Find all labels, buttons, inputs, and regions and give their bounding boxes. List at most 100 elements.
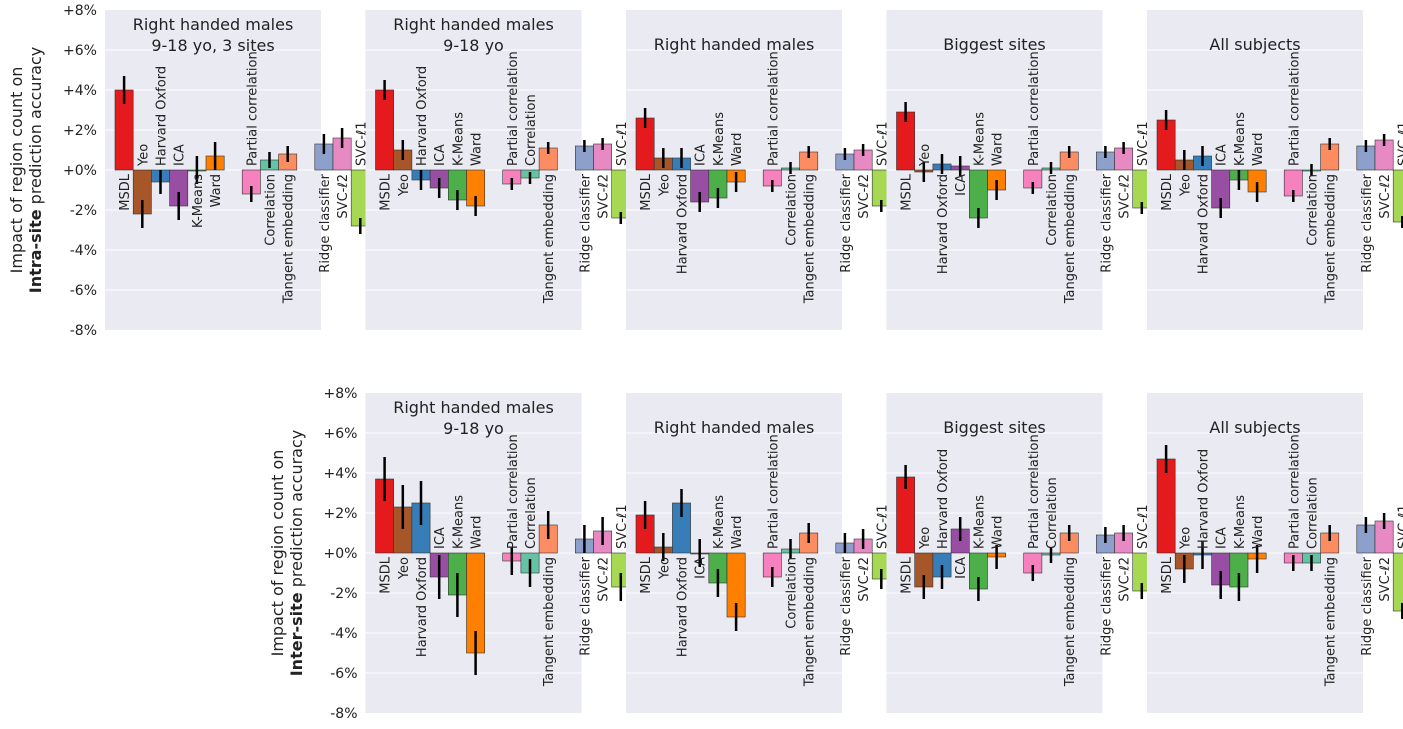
row-ylabel-line2: Intra-site prediction accuracy <box>26 47 45 293</box>
panel-title-line: Right handed males <box>133 15 294 34</box>
panel-title-line: Right handed males <box>393 398 554 417</box>
category-label: K-Means <box>712 112 727 166</box>
category-label: Tangent embedding <box>1324 174 1339 304</box>
category-label: Tangent embedding <box>542 557 557 687</box>
category-label: MSDL <box>639 556 654 593</box>
category-label: Yeo <box>918 144 933 167</box>
category-label: SVC-ℓ2 <box>1118 174 1133 219</box>
y-tick-label: +8% <box>63 3 97 19</box>
category-label: Correlation <box>264 174 279 246</box>
category-label: K-Means <box>451 112 466 166</box>
y-tick-label: +8% <box>324 386 358 402</box>
category-label: Partial correlation <box>1287 434 1302 549</box>
category-label: Harvard Oxford <box>1197 174 1212 274</box>
category-label: Tangent embedding <box>1063 557 1078 687</box>
row-labels: Impact of region count on Intra-site pred… <box>7 47 306 677</box>
category-label: MSDL <box>118 173 133 210</box>
category-label: Yeo <box>657 174 672 197</box>
category-label: Tangent embedding <box>542 174 557 304</box>
category-label: Harvard Oxford <box>936 174 951 274</box>
category-label: K-Means <box>451 495 466 549</box>
category-label: Yeo <box>657 557 672 580</box>
category-label: Partial correlation <box>245 51 260 166</box>
category-label: ICA <box>433 527 448 549</box>
y-tick-label: -2% <box>330 586 357 602</box>
category-label: Partial correlation <box>506 434 521 549</box>
row-ylabel-rest: prediction accuracy <box>26 47 45 210</box>
category-label: MSDL <box>379 173 394 210</box>
category-label: Ward <box>209 174 224 207</box>
category-label: Harvard Oxford <box>155 66 170 166</box>
panel-title: Biggest sites <box>943 35 1046 54</box>
y-tick-label: +4% <box>324 466 358 482</box>
category-label: Ridge classifier <box>578 173 593 272</box>
y-tick-label: +2% <box>63 123 97 139</box>
y-tick-label: +6% <box>63 43 97 59</box>
row-ylabel-bold: Inter-site <box>287 592 306 676</box>
panel-title: Right handed males 9-18 yo <box>393 15 554 55</box>
category-label: ICA <box>954 557 969 579</box>
panel-title-line: Right handed males <box>654 35 815 54</box>
category-label: Yeo <box>397 174 412 197</box>
category-label: MSDL <box>639 173 654 210</box>
category-label: Ward <box>1251 133 1266 166</box>
category-label: Ward <box>991 516 1006 549</box>
bar-msdl <box>375 89 395 171</box>
row-ylabel-rest: prediction accuracy <box>287 430 306 593</box>
y-tick-label: -8% <box>70 323 97 339</box>
category-label: Ridge classifier <box>578 556 593 655</box>
panel-title: All subjects <box>1209 35 1300 54</box>
y-tick-label: +6% <box>324 426 358 442</box>
category-label: Ridge classifier <box>1099 556 1114 655</box>
category-label: Partial correlation <box>1287 51 1302 166</box>
category-label: Yeo <box>397 557 412 580</box>
category-label: Partial correlation <box>1027 51 1042 166</box>
category-label: Ridge classifier <box>839 556 854 655</box>
category-label: Harvard Oxford <box>676 557 691 657</box>
bar-msdl <box>1156 458 1176 554</box>
panels: +8% +6% +4% +2% +0% -2% -4% -6% -8% Right handed … <box>63 3 1403 722</box>
category-label: Correlation <box>1306 477 1321 549</box>
category-label: Yeo <box>1178 174 1193 197</box>
panel-2: Right handed males 9-18 yo MSDL YeoHarvard … <box>365 10 631 330</box>
row-ylabel-line1: Impact of region count on <box>7 67 26 274</box>
y-tick-label: +4% <box>63 83 97 99</box>
y-tick-label: +0% <box>324 546 358 562</box>
category-label: Correlation <box>785 557 800 629</box>
panel-title: Biggest sites <box>943 418 1046 437</box>
category-label: ICA <box>694 144 709 166</box>
panel-title-line: 9-18 yo <box>443 36 504 55</box>
category-label: K-Means <box>972 112 987 166</box>
panel-title: Right handed males 9-18 yo <box>393 398 554 438</box>
category-label: K-Means <box>1233 112 1248 166</box>
y-tick-label: -6% <box>330 666 357 682</box>
panel-title: Right handed males 9-18 yo, 3 sites <box>133 15 294 55</box>
category-label: Harvard Oxford <box>415 557 430 657</box>
row-ylabel-line1: Impact of region count on <box>268 450 287 657</box>
category-label: K-Means <box>712 495 727 549</box>
y-tick-label: -4% <box>70 243 97 259</box>
category-label: Correlation <box>1306 174 1321 246</box>
panel-title-line: All subjects <box>1209 418 1300 437</box>
panel-title-line: 9-18 yo <box>443 419 504 438</box>
category-label: Ridge classifier <box>839 173 854 272</box>
category-label: Correlation <box>785 174 800 246</box>
panel-title-line: Biggest sites <box>943 35 1046 54</box>
category-label: ICA <box>173 144 188 166</box>
y-tick-label: -2% <box>70 203 97 219</box>
category-label: Ridge classifier <box>1099 173 1114 272</box>
category-label: Tangent embedding <box>803 174 818 304</box>
category-label: ICA <box>1215 527 1230 549</box>
category-label: Correlation <box>524 94 539 166</box>
bar-svc-l1 <box>1392 169 1403 223</box>
panel-title: All subjects <box>1209 418 1300 437</box>
category-label: SVC-ℓ2 <box>1118 557 1133 602</box>
category-label: Tangent embedding <box>282 174 297 304</box>
category-label: Harvard Oxford <box>676 174 691 274</box>
category-label: ICA <box>1215 144 1230 166</box>
category-label: Yeo <box>136 144 151 167</box>
